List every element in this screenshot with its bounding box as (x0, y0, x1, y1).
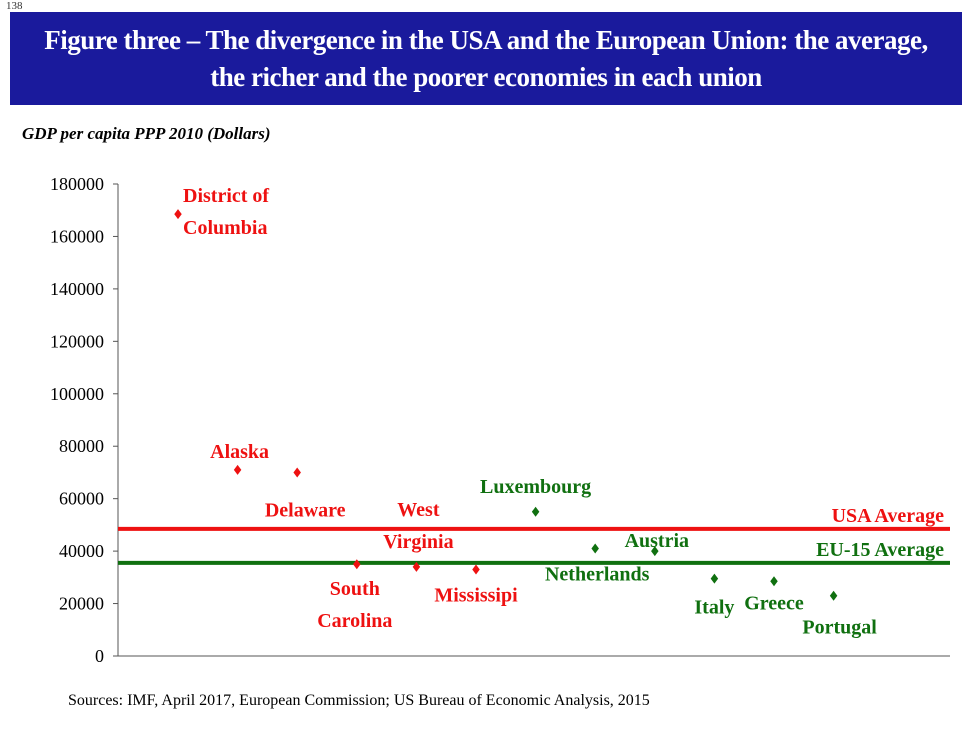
label-district-of-columbia: District of Columbia (183, 185, 269, 239)
point-portugal (829, 590, 838, 601)
point-alaska (233, 464, 242, 475)
y-tick-label: 80000 (59, 436, 104, 456)
point-austria (651, 546, 659, 557)
y-tick-label: 140000 (50, 279, 104, 299)
label-alaska: Alaska (210, 441, 269, 463)
point-west-virginia (412, 561, 421, 572)
y-tick-label: 20000 (59, 594, 104, 614)
point-greece (770, 576, 778, 587)
label-greece: Greece (744, 592, 804, 614)
y-tick-label: 120000 (50, 331, 104, 351)
y-tick-label: 60000 (59, 489, 104, 509)
point-mississipi (472, 564, 480, 575)
label-portugal: Portugal (802, 617, 877, 639)
title-line-1: Figure three – The divergence in the USA… (44, 24, 928, 55)
label-italy: Italy (694, 597, 734, 619)
y-tick-label: 100000 (50, 384, 104, 404)
slide-number: 138 (6, 0, 23, 12)
point-netherlands (591, 543, 599, 554)
label-delaware: Delaware (265, 499, 346, 521)
y-tick-label: 0 (95, 646, 104, 666)
data-points (174, 209, 838, 601)
point-luxembourg (531, 506, 540, 517)
label-west-virginia: West Virginia (383, 499, 453, 553)
y-tick-label: 180000 (50, 174, 104, 194)
source-note: Sources: IMF, April 2017, European Commi… (68, 692, 650, 709)
title-bar: Figure three – The divergence in the USA… (10, 12, 962, 105)
title-line-2: the richer and the poorer economies in e… (210, 61, 762, 92)
label-south-carolina: South Carolina (317, 578, 392, 632)
usa-average-label: USA Average (832, 505, 945, 527)
point-district-of-columbia (174, 209, 182, 220)
point-labels: District of Columbia Alaska Delaware South Ca… (183, 185, 877, 639)
label-austria: Austria (625, 530, 689, 552)
eu-average-label: EU-15 Average (816, 539, 944, 561)
label-netherlands: Netherlands (545, 563, 650, 585)
label-luxembourg: Luxembourg (480, 476, 591, 498)
y-tick-label: 40000 (59, 541, 104, 561)
point-south-carolina (353, 559, 361, 570)
point-delaware (293, 467, 301, 478)
reference-lines: USA Average EU-15 Average (118, 505, 950, 565)
point-italy (710, 573, 719, 584)
axes: 0 20000 40000 60000 80000 100000 120000 140000 1… (50, 174, 950, 666)
y-tick-label: 160000 (50, 226, 104, 246)
y-axis-title: GDP per capita PPP 2010 (Dollars) (22, 124, 271, 143)
label-mississipi: Mississipi (434, 584, 518, 606)
